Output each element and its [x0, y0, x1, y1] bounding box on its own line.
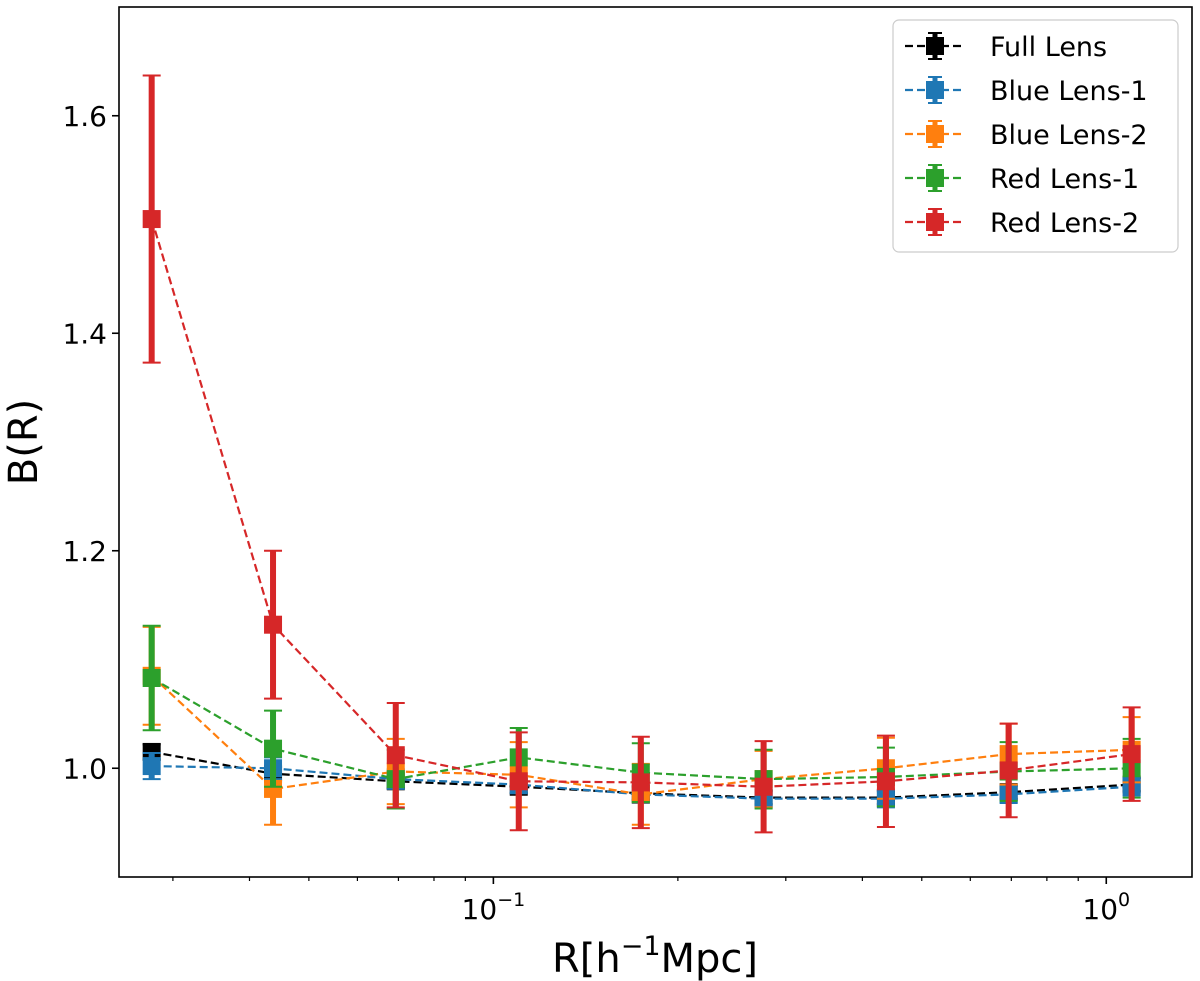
- legend-label: Blue Lens-2: [990, 120, 1148, 151]
- data-point: [876, 772, 895, 791]
- x-tick-label: 100: [1082, 889, 1130, 926]
- legend-label: Red Lens-1: [990, 164, 1139, 195]
- data-point: [999, 761, 1018, 780]
- legend-item: Blue Lens-1: [905, 76, 1148, 107]
- legend-label: Full Lens: [990, 32, 1107, 63]
- series-line: [151, 750, 1132, 799]
- data-point: [509, 772, 528, 791]
- legend-box: [892, 19, 1179, 253]
- data-point: [142, 757, 161, 776]
- legend-item: Full Lens: [905, 32, 1107, 63]
- data-point: [386, 746, 405, 765]
- x-tick-exponent: 0: [1118, 889, 1130, 911]
- legend-item: Blue Lens-2: [905, 120, 1148, 151]
- y-tick-label: 1.0: [62, 752, 107, 785]
- data-point: [142, 742, 161, 761]
- series-line: [151, 765, 1132, 800]
- x-tick-base: 10: [462, 893, 498, 926]
- data-point: [264, 779, 283, 798]
- x-tick-label: 10−1: [462, 889, 526, 926]
- data-point: [264, 739, 283, 758]
- legend-label: Blue Lens-1: [990, 76, 1148, 107]
- series-red-lens-2: [142, 74, 1141, 834]
- y-tick-label: 1.2: [62, 535, 107, 568]
- legend-marker: [926, 125, 944, 143]
- x-tick-exponent: −1: [497, 889, 525, 911]
- y-tick-label: 1.4: [62, 317, 107, 350]
- legend-label: Red Lens-2: [990, 208, 1139, 239]
- data-point: [1122, 745, 1141, 764]
- legend-marker: [926, 213, 944, 231]
- x-tick-base: 10: [1082, 893, 1118, 926]
- x-axis-label: R[h−1Mpc]: [552, 931, 758, 981]
- data-point: [264, 615, 283, 634]
- axis-ticks: 1.01.21.41.610−1 100: [62, 100, 1130, 926]
- series-line: [150, 218, 1132, 788]
- legend: Full Lens Blue Lens-1 Blue Lens-2 Red Lens-…: [892, 19, 1179, 253]
- y-tick-label: 1.6: [62, 100, 107, 133]
- legend-marker: [926, 81, 944, 99]
- legend-item: Red Lens-2: [905, 208, 1139, 239]
- plot-frame: [118, 6, 1193, 878]
- data-point: [754, 777, 773, 796]
- legend-marker: [926, 37, 944, 55]
- data-point: [631, 773, 650, 792]
- series-layer: [142, 74, 1141, 834]
- data-point: [142, 668, 161, 687]
- data-point: [142, 210, 161, 229]
- series-line: [150, 674, 1132, 796]
- legend-marker: [926, 169, 944, 187]
- y-axis-label: B(R): [1, 399, 47, 485]
- legend-item: Red Lens-1: [905, 164, 1139, 195]
